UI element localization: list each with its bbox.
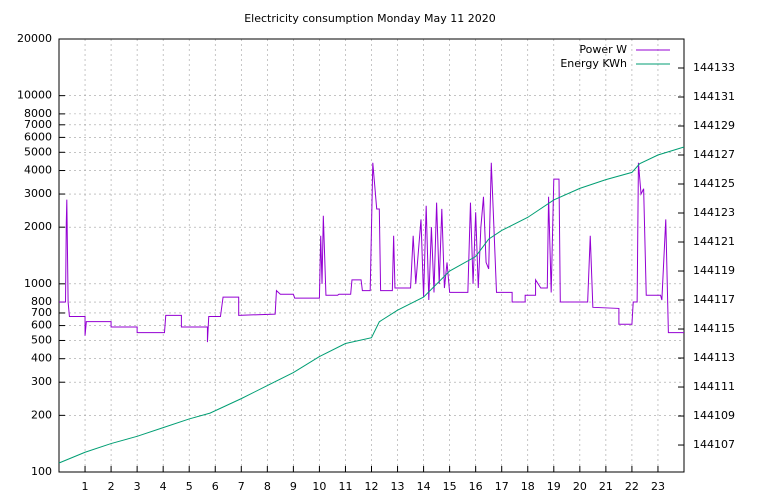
x-tick-label: 3 xyxy=(134,480,141,493)
x-tick-label: 11 xyxy=(338,480,352,493)
y-tick-label: 2000 xyxy=(24,220,52,233)
y-tick-label: 1000 xyxy=(24,277,52,290)
x-tick-label: 22 xyxy=(625,480,639,493)
y2-tick-label: 144133 xyxy=(693,61,735,74)
x-tick-label: 14 xyxy=(417,480,431,493)
y2-tick-label: 144119 xyxy=(693,264,735,277)
y2-tick-label: 144107 xyxy=(693,438,735,451)
legend-label: Energy KWh xyxy=(560,57,627,70)
y2-tick-label: 144111 xyxy=(693,380,735,393)
y-tick-label: 400 xyxy=(31,352,52,365)
x-tick-label: 5 xyxy=(186,480,193,493)
y-tick-label: 10000 xyxy=(17,89,52,102)
y2-tick-label: 144113 xyxy=(693,351,735,364)
y2-tick-label: 144123 xyxy=(693,206,735,219)
y-tick-label: 500 xyxy=(31,333,52,346)
series-line xyxy=(59,162,684,343)
plot-border xyxy=(58,38,685,473)
x-tick-label: 18 xyxy=(521,480,535,493)
x-tick-label: 20 xyxy=(573,480,587,493)
y-tick-label: 100 xyxy=(31,465,52,478)
legend-label: Power W xyxy=(579,43,627,56)
y-tick-label: 7000 xyxy=(24,118,52,131)
chart-title: Electricity consumption Monday May 11 20… xyxy=(244,12,496,25)
series-line xyxy=(58,146,685,464)
x-tick-label: 2 xyxy=(108,480,115,493)
y2-tick-label: 144127 xyxy=(693,148,735,161)
x-tick-label: 16 xyxy=(469,480,483,493)
x-tick-label: 21 xyxy=(599,480,613,493)
x-tick-label: 17 xyxy=(495,480,509,493)
x-tick-label: 8 xyxy=(264,480,271,493)
y-tick-label: 600 xyxy=(31,319,52,332)
y-tick-label: 8000 xyxy=(24,107,52,120)
y-tick-label: 200 xyxy=(31,408,52,421)
y-tick-label: 300 xyxy=(31,375,52,388)
y2-tick-label: 144121 xyxy=(693,235,735,248)
x-tick-label: 1 xyxy=(82,480,89,493)
y2-tick-label: 144125 xyxy=(693,177,735,190)
y2-tick-label: 144109 xyxy=(693,409,735,422)
x-tick-label: 6 xyxy=(212,480,219,493)
x-tick-label: 9 xyxy=(290,480,297,493)
y2-tick-label: 144115 xyxy=(693,322,735,335)
y-tick-label: 5000 xyxy=(24,145,52,158)
y-tick-label: 800 xyxy=(31,295,52,308)
y-tick-label: 4000 xyxy=(24,164,52,177)
y-tick-label: 700 xyxy=(31,306,52,319)
y2-tick-label: 144117 xyxy=(693,293,735,306)
x-tick-label: 15 xyxy=(443,480,457,493)
y2-tick-label: 144131 xyxy=(693,90,735,103)
y-tick-label: 6000 xyxy=(24,130,52,143)
x-tick-label: 7 xyxy=(238,480,245,493)
y-tick-label: 3000 xyxy=(24,187,52,200)
y2-tick-label: 144129 xyxy=(693,119,735,132)
x-tick-label: 10 xyxy=(312,480,326,493)
x-tick-label: 19 xyxy=(547,480,561,493)
y-tick-label: 20000 xyxy=(17,32,52,45)
x-tick-label: 4 xyxy=(160,480,167,493)
x-tick-label: 13 xyxy=(391,480,405,493)
x-tick-label: 23 xyxy=(651,480,665,493)
x-tick-label: 12 xyxy=(365,480,379,493)
